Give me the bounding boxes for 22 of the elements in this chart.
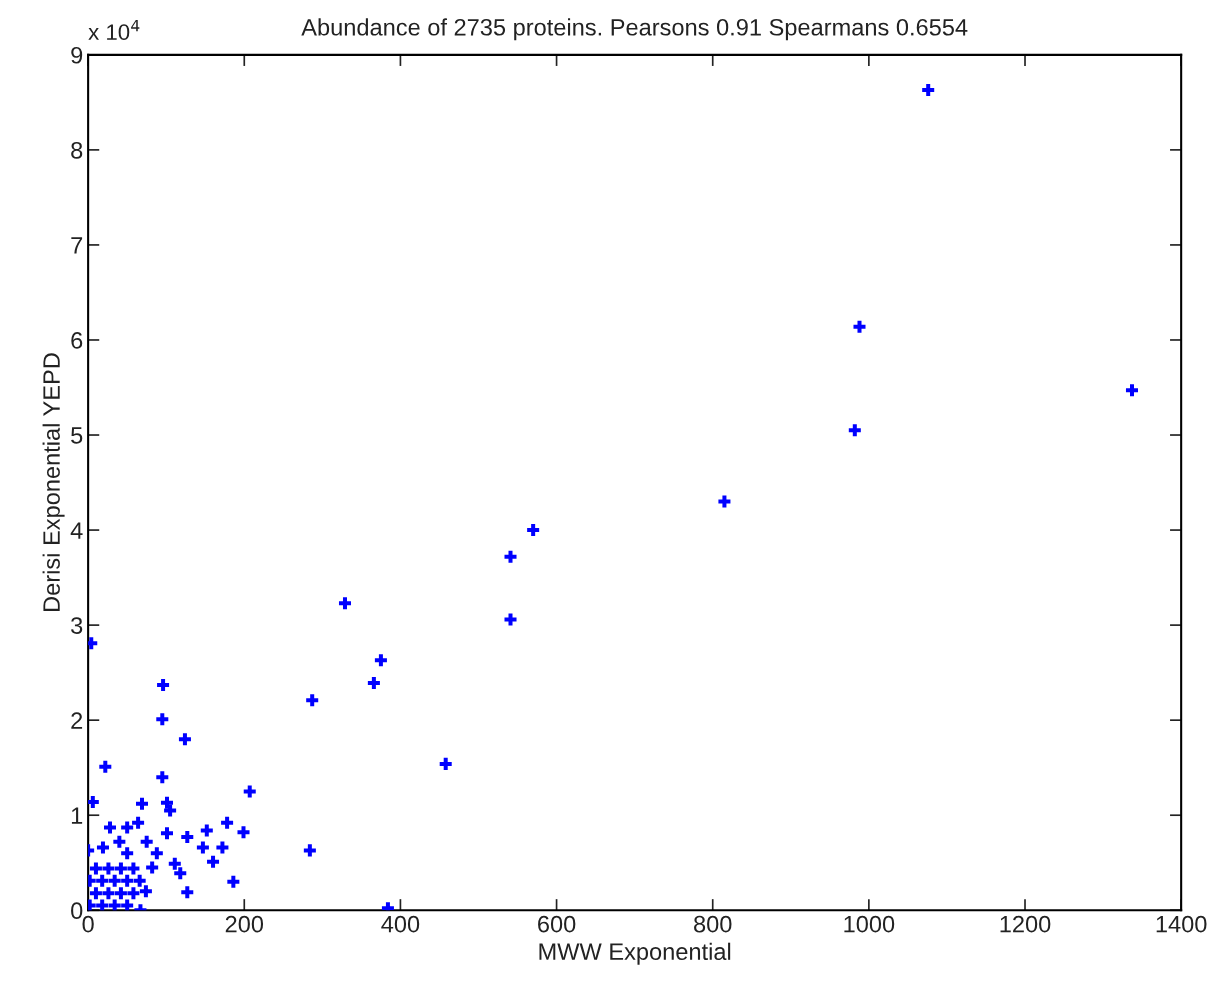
x-tick-label: 600 [538, 915, 576, 933]
y-tick-label: 0 [71, 902, 83, 920]
x-tick-label: 800 [694, 915, 732, 933]
x-tick-label: 1000 [844, 915, 895, 933]
x-tick-label: 400 [381, 915, 420, 933]
x-tick-label: 200 [225, 915, 264, 933]
y-tick-label: 8 [71, 141, 83, 159]
y-axis-title: Derisi Exponential YEPD [42, 353, 65, 611]
y-tick-label: 1 [71, 807, 83, 824]
y-tick-label: 7 [71, 237, 83, 254]
x-tick-label: 0 [82, 915, 94, 933]
y-tick-label: 5 [71, 427, 83, 444]
text: x 10$^{4}$ [88, 19, 140, 41]
y-tick-label: 3 [71, 617, 83, 634]
y-tick-label: 9 [71, 46, 83, 64]
chart-title: Abundance of 2735 proteins. Pearsons 0.91 Spearmans 0.6554 [301, 18, 968, 41]
x-axis-title: MWW Exponential [539, 942, 731, 965]
x-tick-label: 1400 [1156, 915, 1207, 933]
y-tick-label: 6 [71, 332, 83, 349]
y-tick-label: 4 [70, 522, 83, 539]
y-tick-label: 2 [71, 712, 83, 729]
x-tick-label: 1200 [1000, 915, 1051, 933]
